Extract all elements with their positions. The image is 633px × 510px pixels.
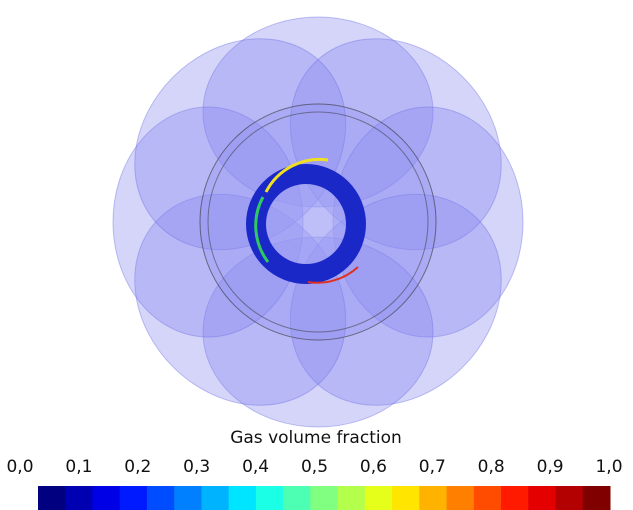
colorbar-segment (146, 486, 175, 510)
colorbar-segment (582, 486, 611, 510)
colorbar: 0,0 0,1 0,2 0,3 0,4 0,5 0,6 0,7 0,8 0,9 1,0 (6, 457, 623, 510)
colorbar-segment (174, 486, 202, 510)
colorbar-segment (419, 486, 448, 510)
colorbar-tick-label: 0,8 (478, 457, 505, 477)
colorbar-tick-label: 0,1 (65, 457, 92, 477)
gas-region (254, 196, 270, 263)
hub-ring (246, 164, 366, 284)
colorbar-tick-label: 0,5 (301, 457, 328, 477)
colorbar-tick-label: 0,3 (183, 457, 210, 477)
colorbar-segment (201, 486, 230, 510)
colorbar-segment (38, 486, 66, 510)
colorbar-tick-label: 0,2 (124, 457, 151, 477)
colorbar-title: Gas volume fraction (230, 428, 402, 448)
colorbar-tick-label: 0,7 (419, 457, 446, 477)
colorbar-segment (228, 486, 257, 510)
colorbar-segment (310, 486, 339, 510)
colorbar-segment (119, 486, 148, 510)
gas-region (264, 157, 329, 193)
casing-ring (207, 111, 429, 333)
colorbar-tick-label: 1,0 (595, 457, 622, 477)
colorbar-segment (283, 486, 311, 510)
colorbar-segment (555, 486, 584, 510)
colorbar-tick-label: 0,4 (242, 457, 269, 477)
colorbar-tick-label: 0,0 (6, 457, 33, 477)
simulation-render (112, 16, 524, 428)
colorbar-segment (255, 486, 284, 510)
colorbar-segment (65, 486, 93, 510)
colorbar-segment (392, 486, 420, 510)
colorbar-segment (446, 486, 475, 510)
colorbar-segment (337, 486, 366, 510)
colorbar-segment (473, 486, 502, 510)
colorbar-segment (92, 486, 121, 510)
colorbar-tick-label: 0,6 (360, 457, 387, 477)
colorbar-tick-label: 0,9 (537, 457, 564, 477)
colorbar-segment (364, 486, 393, 510)
gas-region (307, 266, 359, 284)
colorbar-segment (501, 486, 529, 510)
colorbar-segment (528, 486, 557, 510)
